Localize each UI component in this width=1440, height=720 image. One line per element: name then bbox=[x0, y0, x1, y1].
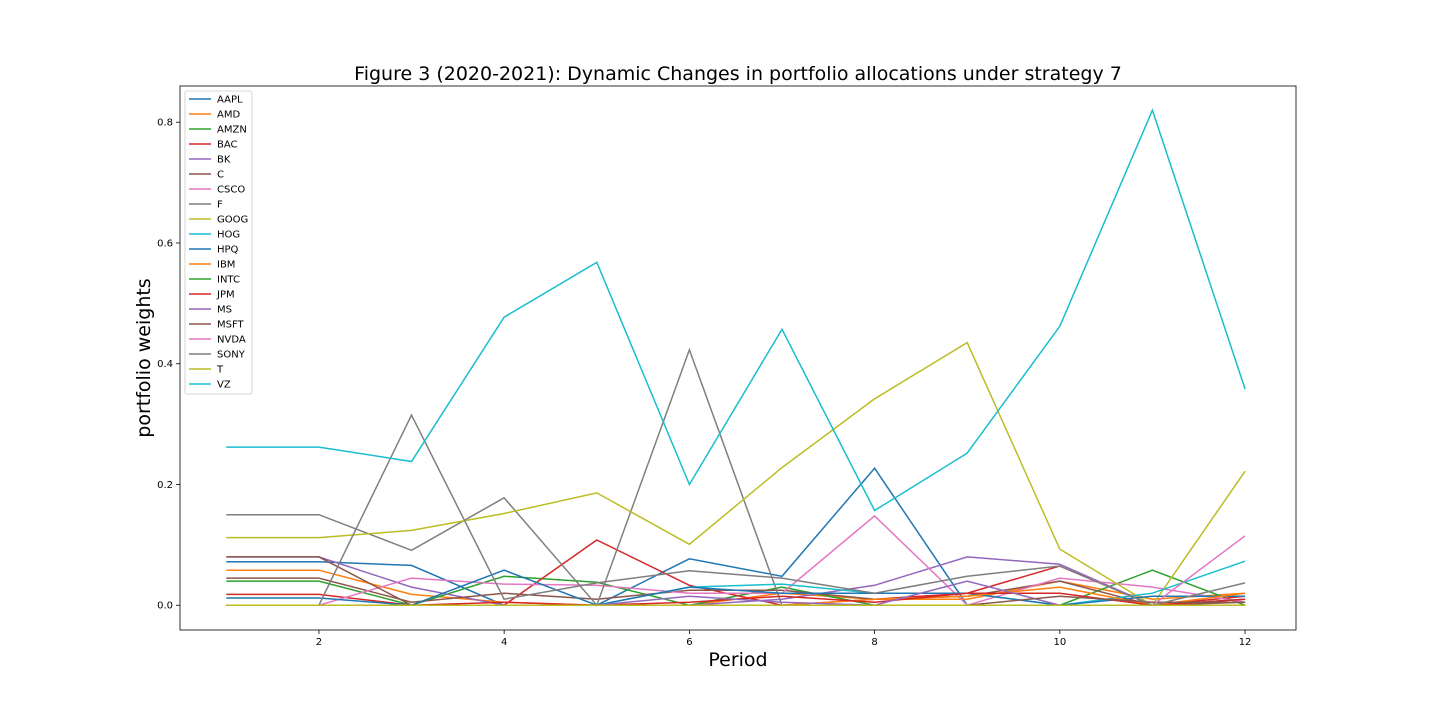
legend-item-vz: VZ bbox=[189, 380, 231, 391]
legend-item-goog: GOOG bbox=[189, 215, 248, 226]
chart-title: Figure 3 (2020-2021): Dynamic Changes in… bbox=[354, 63, 1122, 85]
x-tick-label: 12 bbox=[1239, 637, 1252, 648]
legend-label: HOG bbox=[217, 230, 240, 241]
legend-item-amd: AMD bbox=[189, 110, 240, 121]
legend-label: CSCO bbox=[217, 185, 245, 196]
legend-label: GOOG bbox=[217, 215, 248, 226]
series-line-hpq bbox=[226, 569, 1246, 606]
series-line-csco bbox=[226, 514, 1246, 607]
legend-label: BAC bbox=[217, 140, 238, 151]
legend-label: BK bbox=[217, 155, 231, 166]
legend: AAPL AMD AMZN BAC BK C CSCO F GOOG HOG HPQ IBM INTC J… bbox=[184, 90, 253, 395]
x-tick-label: 8 bbox=[871, 637, 877, 648]
legend-item-f: F bbox=[189, 200, 223, 211]
legend-label: HPQ bbox=[217, 245, 239, 256]
legend-label: INTC bbox=[217, 275, 240, 286]
series-line-aapl bbox=[226, 466, 1246, 606]
legend-item-sony: SONY bbox=[189, 350, 246, 361]
legend-item-jpm: JPM bbox=[189, 290, 235, 301]
series-line-sony bbox=[226, 413, 1246, 606]
legend-label: VZ bbox=[217, 380, 231, 391]
plot-lines bbox=[226, 108, 1246, 607]
y-tick-label: 0.8 bbox=[157, 118, 173, 129]
x-tick-label: 2 bbox=[316, 637, 322, 648]
x-tick-label: 10 bbox=[1053, 637, 1066, 648]
y-axis-ticks: 0.0 0.2 0.4 0.6 0.8 bbox=[157, 118, 180, 612]
legend-item-hpq: HPQ bbox=[189, 245, 239, 256]
plot-frame bbox=[179, 85, 1297, 631]
legend-frame bbox=[184, 90, 253, 395]
legend-item-ibm: IBM bbox=[189, 260, 235, 271]
legend-item-csco: CSCO bbox=[189, 185, 245, 196]
legend-item-bk: BK bbox=[189, 155, 231, 166]
legend-item-c: C bbox=[189, 170, 224, 181]
y-tick-label: 0.0 bbox=[157, 601, 173, 612]
series-line-amzn bbox=[226, 569, 1246, 606]
legend-item-hog: HOG bbox=[189, 230, 240, 241]
legend-label: NVDA bbox=[217, 335, 246, 346]
series-line-goog bbox=[226, 341, 1246, 607]
series-line-vz bbox=[226, 108, 1246, 512]
y-axis-title: portfolio weights bbox=[133, 278, 155, 437]
legend-label: AAPL bbox=[217, 95, 243, 106]
legend-item-ms: MS bbox=[189, 305, 232, 316]
legend-label: JPM bbox=[216, 290, 235, 301]
legend-label: T bbox=[216, 365, 224, 376]
legend-label: C bbox=[217, 170, 224, 181]
legend-label: SONY bbox=[217, 350, 246, 361]
y-tick-label: 0.6 bbox=[157, 238, 173, 249]
legend-item-amzn: AMZN bbox=[189, 125, 247, 136]
legend-item-msft: MSFT bbox=[189, 320, 245, 331]
legend-label: AMZN bbox=[217, 125, 247, 136]
x-tick-label: 6 bbox=[686, 637, 692, 648]
legend-label: MS bbox=[217, 305, 232, 316]
legend-item-bac: BAC bbox=[189, 140, 238, 151]
legend-label: AMD bbox=[217, 110, 240, 121]
legend-label: IBM bbox=[217, 260, 235, 271]
y-tick-label: 0.4 bbox=[157, 359, 173, 370]
series-line-bac bbox=[226, 539, 1246, 606]
legend-item-nvda: NVDA bbox=[189, 335, 246, 346]
legend-label: MSFT bbox=[217, 320, 245, 331]
legend-item-aapl: AAPL bbox=[189, 95, 243, 106]
x-axis-ticks: 2 4 6 8 10 12 bbox=[316, 630, 1252, 648]
legend-label: F bbox=[217, 200, 223, 211]
x-tick-label: 4 bbox=[501, 637, 507, 648]
x-axis-title: Period bbox=[708, 649, 767, 671]
y-tick-label: 0.2 bbox=[157, 480, 173, 491]
legend-item-intc: INTC bbox=[189, 275, 240, 286]
legend-item-t: T bbox=[189, 365, 224, 376]
